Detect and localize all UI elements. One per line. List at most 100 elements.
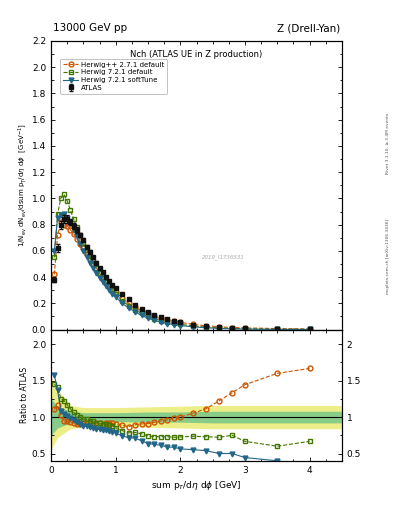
Herwig++ 2.7.1 default [104, 278, 108, 284]
Herwig 7.2.1 softTune [191, 324, 196, 330]
X-axis label: sum p$_T$/d$\eta$ d$\phi$ [GeV]: sum p$_T$/d$\eta$ d$\phi$ [GeV] [151, 479, 242, 492]
Herwig++ 2.7.1 default [146, 310, 151, 316]
Herwig 7.2.1 softTune [59, 212, 63, 219]
Line: Herwig 7.2.1 softTune: Herwig 7.2.1 softTune [52, 212, 312, 332]
Herwig 7.2.1 softTune [178, 323, 183, 329]
Y-axis label: Ratio to ATLAS: Ratio to ATLAS [20, 367, 29, 423]
Herwig++ 2.7.1 default [307, 326, 312, 332]
Herwig++ 2.7.1 default [94, 265, 99, 271]
Herwig 7.2.1 default [178, 322, 183, 328]
Herwig 7.2.1 softTune [55, 215, 60, 221]
Herwig 7.2.1 default [94, 265, 99, 271]
Herwig 7.2.1 softTune [146, 315, 151, 322]
Herwig 7.2.1 softTune [84, 254, 89, 261]
Text: Z (Drell-Yan): Z (Drell-Yan) [277, 23, 340, 33]
Herwig++ 2.7.1 default [97, 270, 102, 276]
Herwig++ 2.7.1 default [91, 261, 95, 267]
Herwig 7.2.1 softTune [159, 319, 163, 325]
Herwig++ 2.7.1 default [165, 317, 170, 323]
Herwig++ 2.7.1 default [204, 323, 209, 329]
Text: 13000 GeV pp: 13000 GeV pp [53, 23, 127, 33]
Herwig 7.2.1 default [120, 297, 125, 304]
Herwig++ 2.7.1 default [101, 274, 105, 280]
Herwig 7.2.1 softTune [104, 283, 108, 289]
Herwig 7.2.1 default [81, 240, 86, 246]
Herwig++ 2.7.1 default [81, 245, 86, 251]
Herwig 7.2.1 default [68, 207, 73, 214]
Herwig 7.2.1 softTune [126, 305, 131, 311]
Herwig 7.2.1 softTune [230, 326, 234, 332]
Herwig 7.2.1 default [139, 310, 144, 316]
Herwig 7.2.1 default [204, 324, 209, 330]
Herwig 7.2.1 softTune [81, 248, 86, 254]
Herwig 7.2.1 default [110, 287, 115, 293]
Herwig 7.2.1 default [152, 316, 157, 322]
Herwig 7.2.1 softTune [139, 312, 144, 318]
Herwig 7.2.1 softTune [65, 215, 70, 221]
Herwig 7.2.1 softTune [275, 326, 280, 332]
Herwig 7.2.1 default [191, 323, 196, 329]
Herwig++ 2.7.1 default [126, 300, 131, 306]
Herwig++ 2.7.1 default [55, 232, 60, 238]
Herwig 7.2.1 softTune [101, 279, 105, 285]
Herwig 7.2.1 default [78, 232, 83, 238]
Herwig 7.2.1 default [307, 326, 312, 332]
Herwig 7.2.1 default [91, 258, 95, 264]
Herwig 7.2.1 softTune [88, 260, 92, 266]
Herwig++ 2.7.1 default [107, 282, 112, 288]
Herwig 7.2.1 softTune [52, 248, 57, 254]
Line: Herwig 7.2.1 default: Herwig 7.2.1 default [52, 192, 312, 332]
Herwig 7.2.1 softTune [68, 220, 73, 226]
Herwig++ 2.7.1 default [62, 222, 66, 228]
Herwig 7.2.1 softTune [120, 300, 125, 306]
Herwig 7.2.1 default [72, 216, 76, 222]
Herwig 7.2.1 softTune [307, 326, 312, 332]
Herwig 7.2.1 softTune [204, 325, 209, 331]
Herwig 7.2.1 default [230, 325, 234, 331]
Herwig 7.2.1 default [113, 291, 118, 297]
Herwig 7.2.1 default [217, 325, 222, 331]
Herwig++ 2.7.1 default [178, 319, 183, 326]
Herwig 7.2.1 softTune [94, 270, 99, 276]
Herwig 7.2.1 default [104, 279, 108, 285]
Herwig++ 2.7.1 default [242, 325, 247, 331]
Text: 2019_I1736531: 2019_I1736531 [202, 254, 245, 260]
Herwig 7.2.1 softTune [113, 294, 118, 300]
Herwig 7.2.1 softTune [78, 241, 83, 247]
Herwig++ 2.7.1 default [191, 322, 196, 328]
Herwig 7.2.1 softTune [107, 287, 112, 293]
Herwig 7.2.1 softTune [133, 309, 138, 315]
Herwig++ 2.7.1 default [59, 219, 63, 225]
Text: mcplots.cern.ch [arXiv:1306.3436]: mcplots.cern.ch [arXiv:1306.3436] [386, 219, 390, 293]
Herwig++ 2.7.1 default [217, 324, 222, 330]
Herwig 7.2.1 default [133, 307, 138, 313]
Herwig++ 2.7.1 default [133, 304, 138, 310]
Herwig++ 2.7.1 default [171, 318, 176, 324]
Herwig 7.2.1 softTune [242, 326, 247, 332]
Herwig 7.2.1 default [126, 303, 131, 309]
Herwig++ 2.7.1 default [65, 223, 70, 229]
Herwig 7.2.1 default [146, 313, 151, 319]
Y-axis label: 1/N$_{\rm ev}$ dN$_{\rm ev}$/dsum p$_{\rm T}$/d$\eta$ d$\phi$  [GeV$^{-1}$]: 1/N$_{\rm ev}$ dN$_{\rm ev}$/dsum p$_{\r… [16, 123, 29, 247]
Herwig 7.2.1 default [101, 275, 105, 282]
Herwig++ 2.7.1 default [75, 236, 79, 242]
Herwig 7.2.1 default [65, 198, 70, 204]
Herwig 7.2.1 softTune [165, 321, 170, 327]
Herwig 7.2.1 default [52, 254, 57, 261]
Herwig 7.2.1 default [75, 224, 79, 230]
Herwig++ 2.7.1 default [230, 325, 234, 331]
Herwig++ 2.7.1 default [152, 313, 157, 319]
Herwig 7.2.1 default [275, 326, 280, 332]
Herwig++ 2.7.1 default [78, 241, 83, 247]
Herwig 7.2.1 softTune [62, 211, 66, 217]
Herwig++ 2.7.1 default [110, 286, 115, 292]
Herwig 7.2.1 default [62, 191, 66, 198]
Herwig 7.2.1 softTune [91, 265, 95, 271]
Herwig++ 2.7.1 default [68, 227, 73, 233]
Herwig 7.2.1 default [242, 326, 247, 332]
Herwig 7.2.1 default [84, 246, 89, 252]
Herwig++ 2.7.1 default [72, 231, 76, 237]
Herwig 7.2.1 softTune [152, 317, 157, 324]
Herwig 7.2.1 default [171, 321, 176, 327]
Herwig 7.2.1 softTune [72, 227, 76, 233]
